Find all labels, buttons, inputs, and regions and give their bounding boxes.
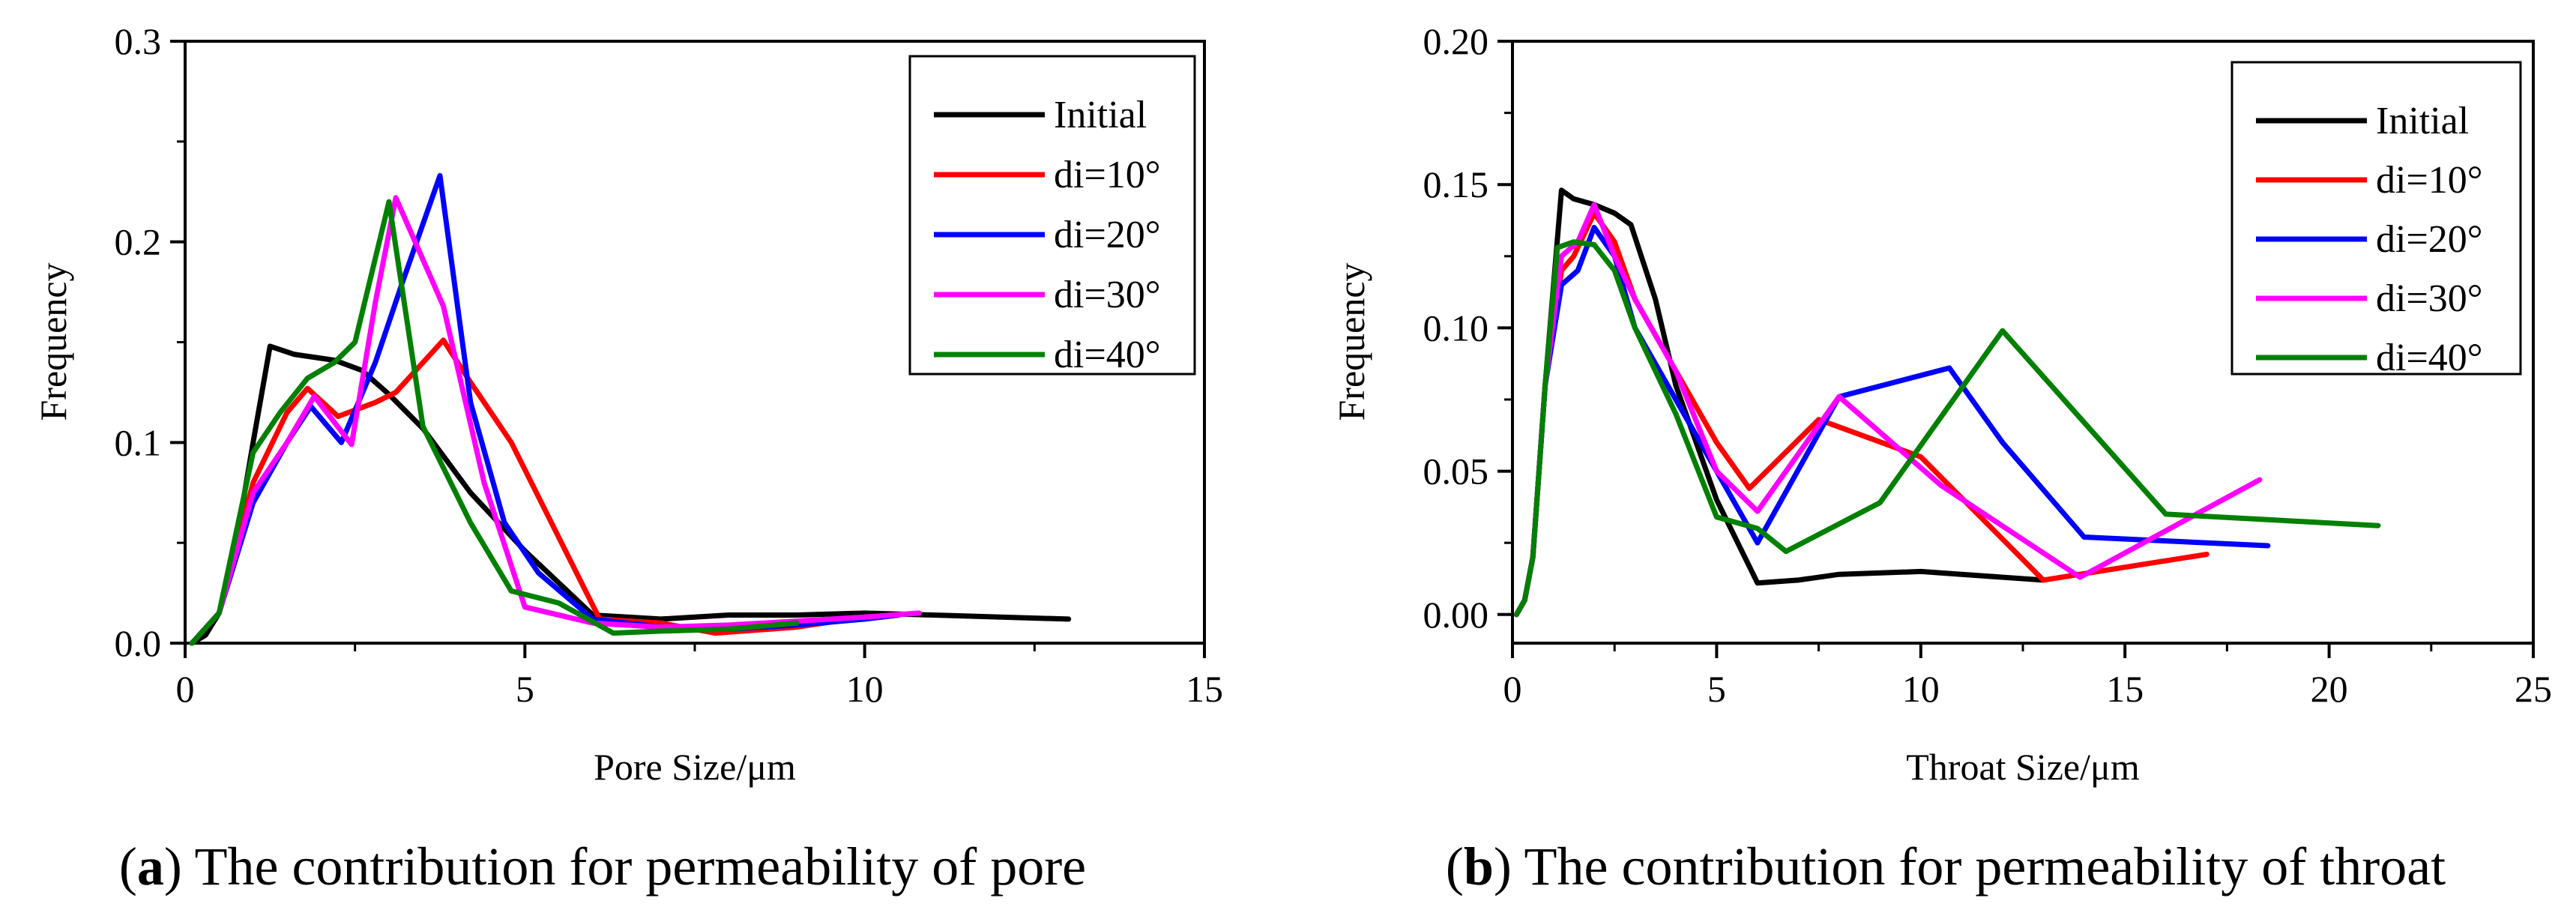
legend-box-b [2230, 61, 2522, 376]
y-tick-label: 0.0 [115, 622, 162, 664]
legend-b: Initial di=10° di=20° di=30° di=40° [2230, 61, 2522, 379]
x-tick-label: 10 [846, 668, 884, 710]
x-tick-label: 0 [1503, 668, 1522, 710]
chart-panel-b: 0 5 10 15 20 25 0.00 0.05 0.10 0.15 0.20 Throat Si… [1330, 20, 2552, 897]
y-axis-label-b: Frequency [1330, 262, 1372, 421]
legend-label: Initial [1054, 94, 1147, 136]
series-line-di-30- [1513, 202, 2263, 618]
x-tick-label: 15 [1186, 668, 1223, 710]
legend-label: di=10° [2376, 159, 2483, 202]
legend-label: di=30° [2376, 277, 2483, 320]
legend-label: di=30° [1054, 274, 1161, 316]
legend-label: di=40° [2376, 337, 2483, 379]
x-tick-label: 10 [1902, 668, 1940, 710]
legend-label: di=20° [1054, 214, 1161, 256]
series-line-initial [189, 343, 1072, 646]
series-line-di-30- [189, 195, 922, 646]
caption-letter-b: b [1464, 837, 1494, 897]
caption-b: (b) The contribution for permeability of… [1446, 837, 2446, 897]
y-tick-label: 0.05 [1423, 451, 1489, 492]
series-group-a [189, 172, 1072, 646]
y-tick-label: 0.1 [115, 421, 162, 463]
x-tick-label: 20 [2311, 668, 2348, 710]
series-line-di-40- [189, 199, 800, 646]
caption-a: (a) The contribution for permeability of… [119, 837, 1086, 897]
series-line-initial [1513, 187, 2046, 618]
y-tick-label: 0.3 [115, 20, 162, 62]
x-tick-label: 15 [2106, 668, 2144, 710]
y-tick-label: 0.10 [1423, 307, 1489, 349]
caption-letter-a: a [137, 837, 164, 897]
legend-label: Initial [2376, 100, 2469, 142]
chart-panel-a: 0 5 10 15 0.0 0.1 0.2 0.3 Pore Size/μm Frequenc… [32, 20, 1223, 897]
x-axis-label-b: Throat Size/μm [1906, 746, 2140, 788]
y-tick-label: 0.00 [1423, 594, 1489, 636]
x-tick-label: 5 [516, 668, 534, 710]
x-tick-label: 0 [176, 668, 195, 710]
y-tick-label: 0.20 [1423, 20, 1489, 62]
x-tick-label: 5 [1707, 668, 1726, 710]
legend-label: di=40° [1054, 334, 1161, 376]
y-tick-label: 0.15 [1423, 163, 1489, 205]
series-line-di-40- [1513, 239, 2381, 618]
legend-box-a [908, 55, 1196, 376]
x-axis-label-a: Pore Size/μm [594, 746, 796, 788]
caption-text-a: The contribution for permeability of por… [195, 837, 1087, 897]
legend-label: di=10° [1054, 154, 1161, 196]
y-axis-label-a: Frequency [32, 262, 74, 421]
y-tick-label: 0.2 [115, 221, 162, 263]
series-line-di-10- [189, 337, 902, 646]
x-tick-label: 25 [2515, 668, 2552, 710]
series-group-b [1513, 187, 2381, 618]
legend-label: di=20° [2376, 218, 2483, 261]
legend-a: Initial di=10° di=20° di=30° di=40° [908, 55, 1196, 376]
caption-text-b: The contribution for permeability of thr… [1524, 837, 2446, 897]
